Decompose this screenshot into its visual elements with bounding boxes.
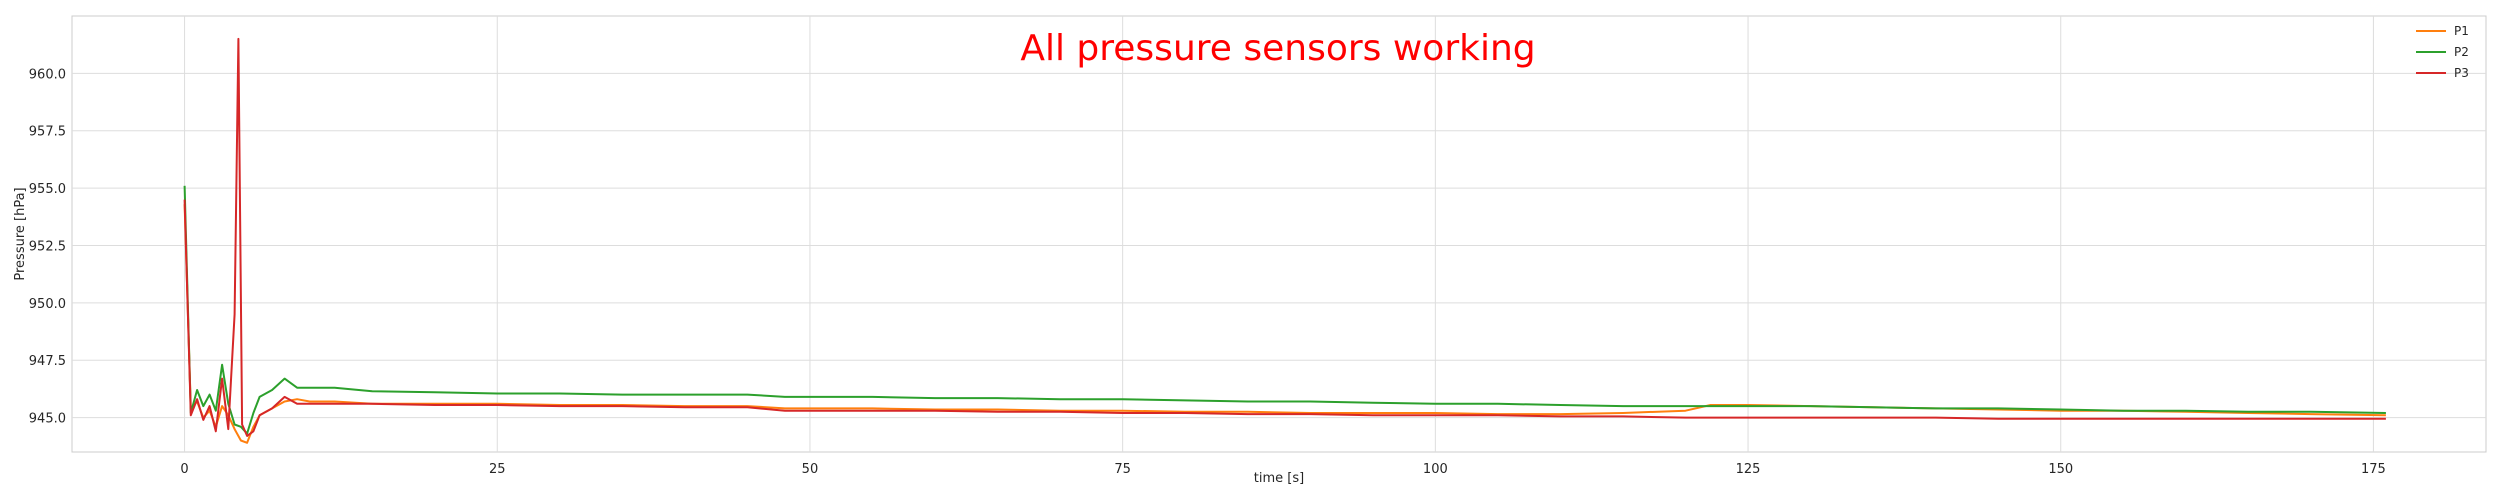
y-tick-label: 950.0 (29, 297, 66, 312)
tick-labels: 0 25 50 75 100 125 150 175 945.0 947.5 950.0 952.5 9… (29, 67, 2386, 477)
plot-area (71, 15, 2487, 453)
series-line-p3 (183, 37, 2386, 437)
x-tick-label: 175 (2361, 462, 2386, 477)
series-lines (183, 37, 2386, 444)
x-tick-label: 0 (180, 462, 188, 477)
y-tick-label: 945.0 (29, 412, 66, 427)
y-tick-label: 947.5 (29, 354, 66, 369)
x-tick-label: 75 (1114, 462, 1131, 477)
legend-label-p3: P3 (2454, 66, 2469, 80)
grid (72, 16, 2486, 452)
legend-label-p1: P1 (2454, 24, 2469, 38)
x-axis-label: time [s] (1254, 471, 1304, 486)
x-tick-label: 125 (1736, 462, 1761, 477)
y-tick-label: 955.0 (29, 182, 66, 197)
y-tick-label: 960.0 (29, 67, 66, 82)
chart-title: All pressure sensors working (1020, 28, 1535, 69)
x-tick-label: 100 (1423, 462, 1448, 477)
x-tick-label: 25 (489, 462, 506, 477)
y-tick-label: 957.5 (29, 125, 66, 140)
legend-label-p2: P2 (2454, 45, 2469, 59)
series-line-p2 (183, 185, 2386, 435)
y-axis-label: Pressure [hPa] (13, 187, 28, 280)
x-tick-label: 150 (2048, 462, 2073, 477)
legend: P1 P2 P3 (2416, 24, 2469, 80)
y-tick-label: 952.5 (29, 239, 66, 254)
x-tick-label: 50 (802, 462, 819, 477)
